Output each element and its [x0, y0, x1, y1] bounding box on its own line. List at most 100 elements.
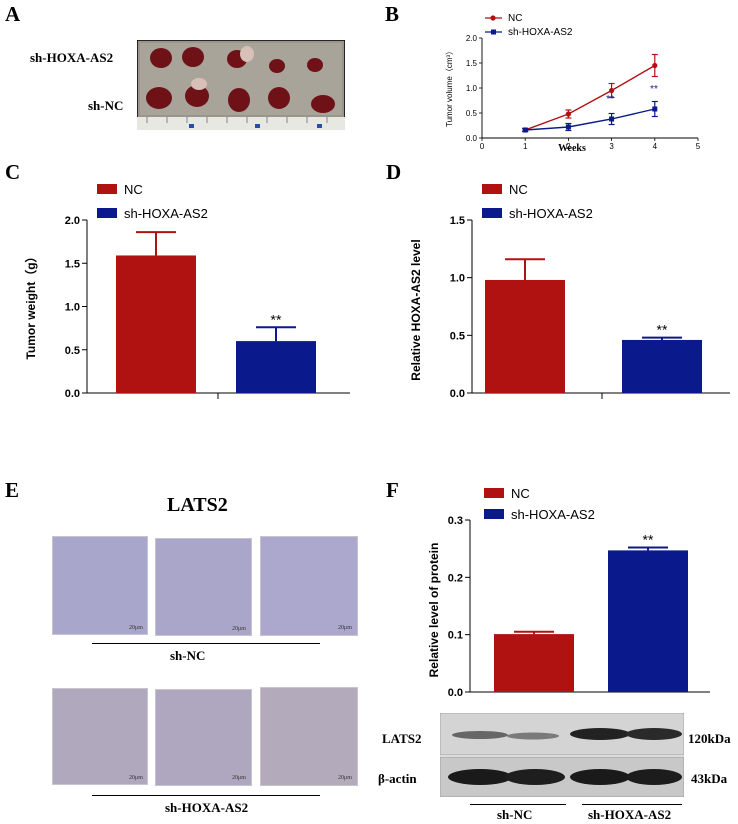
y-tick-label: 0.0 — [448, 687, 463, 699]
scale-bar-label: 20μm — [338, 625, 352, 631]
blot-size-120kda: 120kDa — [688, 731, 731, 746]
significance-marker: ** — [643, 532, 654, 548]
legend-label-nc: NC — [511, 486, 530, 501]
legend-label-sh: sh-HOXA-AS2 — [509, 206, 593, 221]
x-tick-label: 2 — [566, 142, 571, 151]
legend-swatch-sh — [484, 509, 504, 519]
panel-letter-a: A — [5, 2, 21, 26]
x-tick-label: 3 — [609, 142, 614, 151]
blot-group-label-sh-hoxa-as2: sh-HOXA-AS2 — [588, 807, 672, 822]
group-line-blot-sh-hoxa-as2 — [582, 804, 682, 805]
chart-f: NC sh-HOXA-AS2 0.0 0.1 0.2 0.3 Relative lev… — [427, 486, 710, 699]
band-lats2-nc-2 — [507, 732, 559, 740]
y-axis-label: Relative level of protein — [427, 543, 441, 678]
ihc-image-sh-nc-3 — [260, 536, 358, 636]
band-lats2-sh-2 — [626, 728, 682, 740]
western-blot — [440, 713, 684, 797]
scale-bar-label: 20μm — [232, 626, 246, 632]
row-label-sh-hoxa-as2: sh-HOXA-AS2 — [30, 50, 114, 65]
bar-sh-hoxa-as2 — [608, 550, 688, 692]
chart-c: NC sh-HOXA-AS2 0.0 0.5 1.0 1.5 2.0 Tumor wei… — [23, 182, 350, 400]
y-axis-label: Tumor volume（cm³） — [445, 47, 454, 127]
scale-bar-label: 20μm — [129, 625, 143, 631]
bar-sh-hoxa-as2 — [622, 339, 702, 393]
y-tick-label: 0.1 — [448, 630, 463, 642]
panel-letter-c: C — [5, 160, 21, 184]
scale-bar-label: 20μm — [129, 775, 143, 781]
band-actin-3 — [570, 769, 630, 785]
group-line-sh-hoxa-as2 — [92, 795, 320, 796]
data-point-sh — [565, 124, 571, 130]
data-point-sh — [652, 106, 658, 112]
ihc-image-sh-hoxa-as2-2 — [155, 689, 252, 786]
ihc-image-sh-nc-1 — [52, 536, 148, 635]
y-tick-label: 1.0 — [65, 302, 80, 314]
y-tick-label: 0.0 — [466, 134, 478, 143]
group-label-sh-nc: sh-NC — [170, 648, 206, 663]
data-point-sh — [522, 127, 528, 133]
significance-week4: ** — [650, 84, 658, 95]
series-line-sh — [525, 108, 655, 131]
y-tick-label: 1.0 — [466, 84, 478, 93]
band-lats2-sh-1 — [570, 728, 630, 740]
chart-d: NC sh-HOXA-AS2 0.0 0.5 1.0 1.5 Relative HOX… — [409, 182, 730, 400]
y-tick-label: 0.0 — [65, 388, 80, 400]
row-label-sh-nc: sh-NC — [88, 98, 124, 113]
data-point-nc — [609, 87, 615, 94]
scale-bar-label: 20μm — [338, 775, 352, 781]
ihc-title: LATS2 — [167, 494, 228, 516]
legend-label-nc: NC — [508, 13, 522, 24]
y-tick-label: 2.0 — [65, 215, 80, 227]
legend-swatch-nc — [97, 184, 117, 194]
panel-letter-d: D — [386, 160, 402, 184]
group-line-sh-nc — [92, 643, 320, 644]
tumor-photo — [137, 40, 345, 130]
legend-label-nc: NC — [509, 182, 528, 197]
chart-b: NC sh-HOXA-AS2 0.0 0.5 1.0 1.5 2.0 0 1 2 3 4 5 Tu… — [445, 13, 701, 154]
legend-marker-sh — [491, 29, 496, 35]
x-tick-label: 5 — [696, 142, 701, 151]
y-tick-label: 2.0 — [466, 34, 478, 43]
legend-marker-nc — [490, 15, 496, 21]
data-point-sh — [609, 116, 615, 122]
bar-nc — [494, 634, 574, 692]
series-line-nc — [524, 64, 656, 131]
y-tick-label: 1.5 — [65, 258, 80, 270]
legend-label-sh: sh-HOXA-AS2 — [508, 27, 573, 38]
legend-label-sh: sh-HOXA-AS2 — [124, 206, 208, 221]
legend-swatch-nc — [484, 488, 504, 498]
significance-marker: ** — [657, 322, 668, 338]
x-axis-label: Weeks — [558, 143, 586, 154]
significance-week3: ** — [606, 94, 614, 105]
ihc-image-sh-hoxa-as2-1 — [52, 688, 148, 785]
panel-letter-e: E — [5, 478, 20, 502]
y-tick-label: 1.0 — [450, 273, 465, 285]
legend-swatch-nc — [482, 184, 502, 194]
legend-label-sh: sh-HOXA-AS2 — [511, 507, 595, 522]
x-tick-label: 1 — [523, 142, 528, 151]
band-lats2-nc-1 — [452, 731, 508, 739]
band-actin-1 — [448, 769, 512, 785]
panel-letter-f: F — [386, 478, 399, 502]
y-tick-label: 0.0 — [450, 388, 465, 400]
y-tick-label: 1.5 — [466, 59, 478, 68]
blot-row-label-lats2: LATS2 — [382, 731, 422, 746]
y-tick-label: 0.3 — [448, 515, 463, 527]
data-point-nc — [652, 62, 658, 69]
y-tick-label: 1.5 — [450, 215, 465, 227]
scale-bar-label: 20μm — [232, 775, 246, 781]
bar-sh-hoxa-as2 — [236, 341, 316, 393]
blot-row-label-beta-actin: β-actin — [378, 771, 417, 786]
bar-nc — [116, 255, 196, 393]
x-tick-label: 4 — [653, 142, 658, 151]
band-actin-2 — [505, 769, 565, 785]
y-tick-label: 0.5 — [450, 330, 465, 342]
ihc-image-sh-nc-2 — [155, 538, 252, 636]
y-axis-label: Relative HOXA-AS2 level — [409, 239, 423, 380]
panel-letter-b: B — [385, 2, 400, 26]
blot-size-43kda: 43kDa — [691, 771, 728, 786]
band-actin-4 — [626, 769, 682, 785]
y-tick-label: 0.5 — [466, 109, 478, 118]
legend-swatch-sh — [482, 208, 502, 218]
x-tick-label: 0 — [480, 142, 485, 151]
